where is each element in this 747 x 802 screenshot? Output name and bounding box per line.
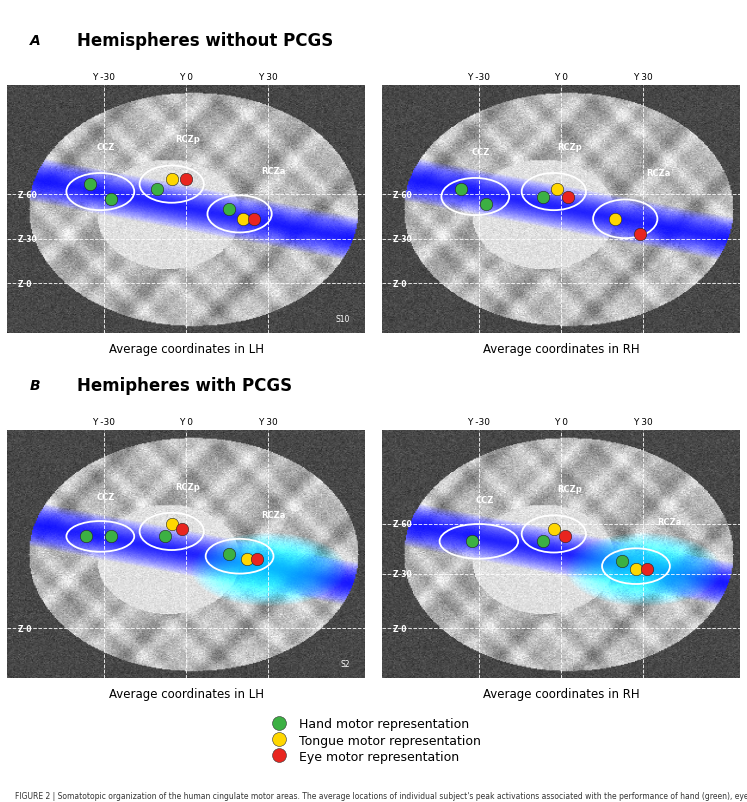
Text: CCZ: CCZ	[97, 492, 115, 501]
Point	[80, 530, 92, 543]
Point	[105, 193, 117, 206]
Text: Z 30: Z 30	[393, 235, 412, 244]
Point	[633, 228, 645, 241]
Text: Hemispheres without PCGS: Hemispheres without PCGS	[77, 32, 333, 51]
Text: Y 30: Y 30	[633, 418, 653, 427]
Text: Y 30: Y 30	[258, 418, 278, 427]
Text: Z 60: Z 60	[18, 190, 37, 200]
Point	[630, 562, 642, 575]
Text: A: A	[29, 34, 40, 48]
Text: CCZ: CCZ	[471, 148, 490, 156]
Point	[84, 179, 96, 192]
Point	[166, 173, 178, 186]
Text: Z 60: Z 60	[393, 520, 412, 529]
Point	[241, 553, 252, 565]
Text: Average coordinates in RH: Average coordinates in RH	[483, 342, 639, 355]
Text: S10: S10	[336, 314, 350, 323]
Point	[616, 555, 627, 568]
Text: RCZp: RCZp	[176, 135, 200, 144]
Point	[166, 518, 178, 531]
Text: CCZ: CCZ	[97, 143, 115, 152]
Text: S2: S2	[341, 659, 350, 668]
Text: CCZ: CCZ	[475, 496, 494, 504]
Point	[180, 173, 192, 186]
Point	[537, 535, 549, 548]
Text: Z 0: Z 0	[18, 279, 31, 289]
Point	[480, 198, 492, 211]
Text: RCZa: RCZa	[261, 168, 285, 176]
Point	[252, 553, 264, 565]
Point	[562, 191, 574, 204]
Text: Z 0: Z 0	[393, 279, 406, 289]
Text: FIGURE 2 | Somatotopic organization of the human cingulate motor areas. The aver: FIGURE 2 | Somatotopic organization of t…	[15, 791, 747, 800]
Text: Y -30: Y -30	[93, 73, 115, 82]
Point	[223, 203, 235, 216]
Point	[152, 184, 164, 196]
Text: Z 30: Z 30	[18, 235, 37, 244]
Text: RCZp: RCZp	[557, 143, 582, 152]
Text: Average coordinates in LH: Average coordinates in LH	[108, 687, 264, 700]
Text: Y 0: Y 0	[554, 418, 568, 427]
Text: Y -30: Y -30	[468, 418, 490, 427]
Text: Y 0: Y 0	[179, 73, 193, 82]
Point	[455, 184, 467, 196]
Legend: Hand motor representation, Tongue motor representation, Eye motor representation: Hand motor representation, Tongue motor …	[264, 715, 483, 765]
Point	[465, 535, 477, 548]
Text: RCZa: RCZa	[261, 510, 285, 520]
Text: RCZa: RCZa	[657, 517, 682, 526]
Point	[176, 523, 188, 536]
Point	[609, 213, 621, 226]
Text: RCZp: RCZp	[176, 482, 200, 491]
Text: Y -30: Y -30	[93, 418, 115, 427]
Text: RCZa: RCZa	[647, 169, 671, 178]
Text: Hemipheres with PCGS: Hemipheres with PCGS	[77, 377, 292, 395]
Text: Y 0: Y 0	[554, 73, 568, 82]
Point	[537, 191, 549, 204]
Text: Y 30: Y 30	[258, 73, 278, 82]
Point	[551, 184, 563, 196]
Text: Y 30: Y 30	[633, 73, 653, 82]
Point	[548, 523, 560, 536]
Point	[559, 530, 571, 543]
Text: Z 30: Z 30	[393, 569, 412, 578]
Point	[641, 562, 653, 575]
Text: B: B	[29, 379, 40, 393]
Point	[158, 530, 170, 543]
Text: RCZp: RCZp	[557, 484, 582, 493]
Text: Z 0: Z 0	[393, 624, 406, 633]
Text: Z 60: Z 60	[393, 190, 412, 200]
Text: Z 0: Z 0	[18, 624, 31, 633]
Text: Y 0: Y 0	[179, 418, 193, 427]
Point	[223, 548, 235, 561]
Point	[105, 530, 117, 543]
Point	[238, 213, 249, 226]
Text: Average coordinates in LH: Average coordinates in LH	[108, 342, 264, 355]
Point	[248, 213, 260, 226]
Text: Y -30: Y -30	[468, 73, 490, 82]
Text: Average coordinates in RH: Average coordinates in RH	[483, 687, 639, 700]
